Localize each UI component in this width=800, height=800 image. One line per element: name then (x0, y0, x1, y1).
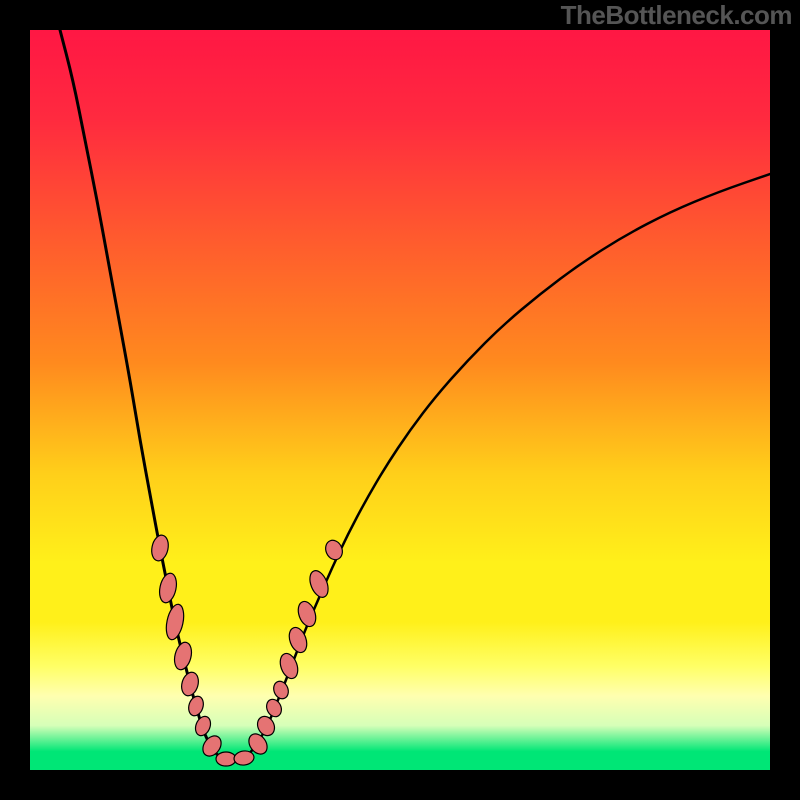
curve-left (60, 30, 234, 760)
marker-left-6 (193, 714, 213, 738)
marker-left-4 (179, 670, 201, 697)
marker-right-8 (323, 538, 346, 563)
marker-right-4 (277, 651, 301, 681)
marker-right-3 (271, 679, 291, 701)
marker-left-3 (172, 640, 194, 671)
curve-layer (0, 0, 800, 800)
marker-left-1 (157, 572, 179, 605)
marker-left-5 (186, 694, 205, 717)
figure-root: TheBottleneck.com (0, 0, 800, 800)
watermark-text: TheBottleneck.com (561, 0, 792, 31)
marker-left-0 (149, 534, 170, 563)
marker-bottom-0 (216, 752, 236, 766)
marker-left-2 (163, 603, 186, 642)
curve-right (234, 174, 770, 760)
marker-right-2 (264, 697, 284, 719)
plot-area (30, 30, 770, 770)
marker-right-7 (306, 568, 331, 600)
